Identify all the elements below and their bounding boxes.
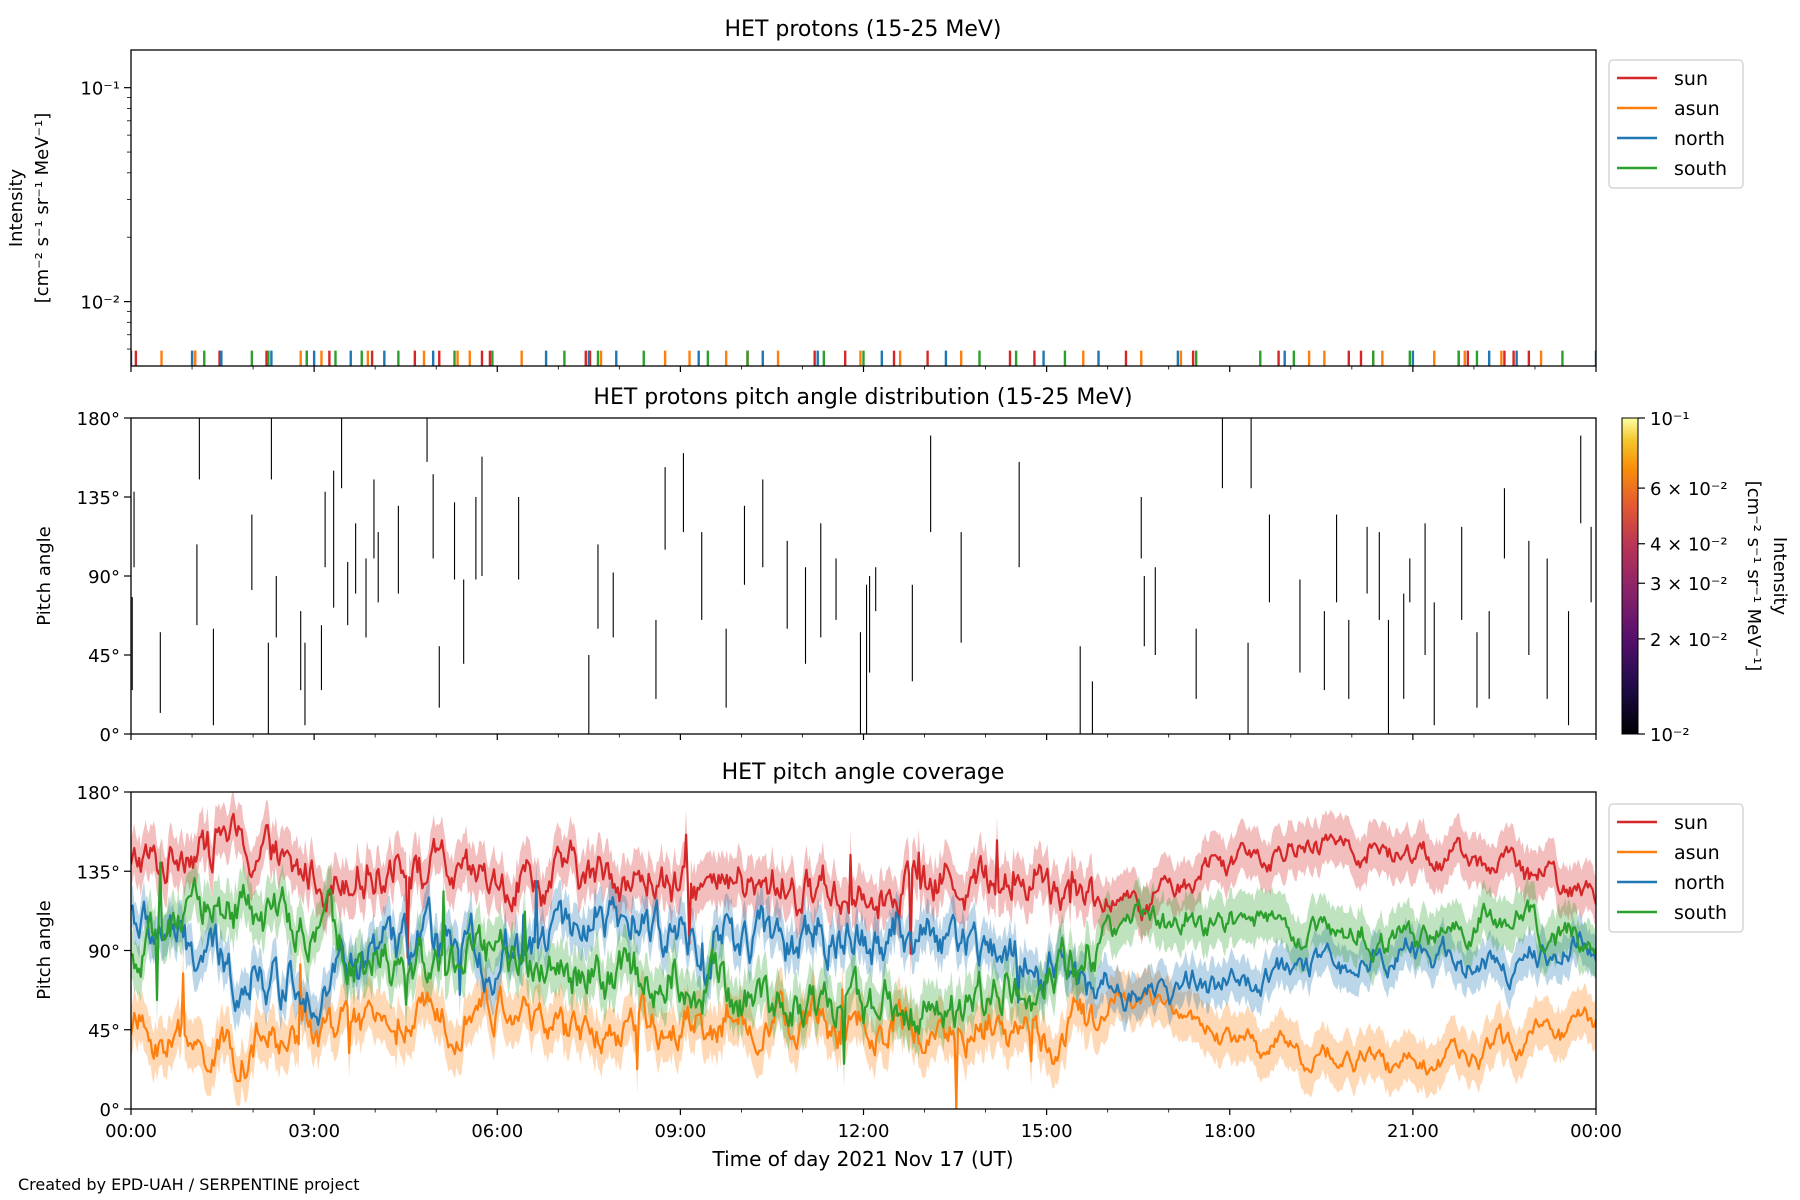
legend-label-sun: sun xyxy=(1674,68,1708,90)
legend-label-south: south xyxy=(1674,902,1727,924)
y-tick-label: 90° xyxy=(88,567,120,588)
panel-pitch-coverage: HET pitch angle coverage 0° 45° 90° 135° 180… xyxy=(34,760,1744,1171)
legend-label-north: north xyxy=(1674,872,1725,894)
panel2-title: HET protons pitch angle distribution (15… xyxy=(593,385,1132,410)
x-tick-label: 00:00 xyxy=(105,1121,157,1142)
panel1-ylabel-line2: [cm⁻² s⁻¹ sr⁻¹ MeV⁻¹] xyxy=(32,113,53,304)
legend-label-south: south xyxy=(1674,158,1727,180)
colorbar-tick-label: 2 × 10⁻² xyxy=(1650,630,1728,651)
colorbar-tick-label: 10⁻¹ xyxy=(1650,409,1690,430)
panel1-ylabel-line1: Intensity xyxy=(6,168,27,247)
colorbar xyxy=(1621,417,1639,735)
y-tick-label: 90° xyxy=(88,942,120,963)
x-tick-label: 18:00 xyxy=(1204,1121,1256,1142)
y-tick-label: 0° xyxy=(100,725,120,746)
footer-credit: Created by EPD-UAH / SERPENTINE project xyxy=(18,1175,360,1194)
x-tick-label: 03:00 xyxy=(288,1121,340,1142)
y-tick-label: 45° xyxy=(88,646,120,667)
panel2-frame xyxy=(130,417,1597,735)
y-tick-label: 135° xyxy=(77,488,120,509)
legend-box xyxy=(1608,803,1744,933)
panel1-legend: sun asun north south xyxy=(1608,59,1744,189)
y-tick-label: 180° xyxy=(77,783,120,804)
colorbar-tick-label: 4 × 10⁻² xyxy=(1650,535,1728,556)
panel3-ylabel: Pitch angle xyxy=(34,900,55,999)
coverage-band-south xyxy=(131,837,1596,1089)
panel1-title: HET protons (15-25 MeV) xyxy=(725,17,1002,42)
x-axis-label: Time of day 2021 Nov 17 (UT) xyxy=(712,1147,1014,1171)
legend-label-north: north xyxy=(1674,128,1725,150)
legend-label-sun: sun xyxy=(1674,812,1708,834)
x-tick-label: 12:00 xyxy=(838,1121,890,1142)
y-tick-label: 45° xyxy=(88,1021,120,1042)
colorbar-tick-label: 6 × 10⁻² xyxy=(1650,479,1728,500)
legend-label-asun: asun xyxy=(1674,842,1720,864)
y-tick-label: 10⁻² xyxy=(80,293,120,314)
panel-pitch-distribution: HET protons pitch angle distribution (15… xyxy=(34,385,1790,746)
x-tick-label: 21:00 xyxy=(1387,1121,1439,1142)
coverage-line-south xyxy=(131,861,1596,1065)
y-tick-label: 10⁻¹ xyxy=(80,79,120,100)
colorbar-label-line2: [cm⁻² s⁻¹ sr⁻¹ MeV⁻¹] xyxy=(1743,481,1764,672)
colorbar-tick-label: 10⁻² xyxy=(1650,725,1690,746)
panel-intensity: HET protons (15-25 MeV) 10⁻¹ 10⁻² Intensi… xyxy=(6,17,1744,372)
x-tick-label: 06:00 xyxy=(471,1121,523,1142)
colorbar-label-line1: Intensity xyxy=(1769,537,1790,616)
y-tick-label: 0° xyxy=(100,1100,120,1121)
panel3-legend: sun asun north south xyxy=(1608,803,1744,933)
panel2-ylabel: Pitch angle xyxy=(34,526,55,625)
panel3-title: HET pitch angle coverage xyxy=(722,760,1005,785)
coverage-line-sun xyxy=(131,812,1596,959)
x-tick-label: 09:00 xyxy=(654,1121,706,1142)
y-tick-label: 180° xyxy=(77,409,120,430)
colorbar-tick-label: 3 × 10⁻² xyxy=(1650,574,1728,595)
x-tick-label: 15:00 xyxy=(1021,1121,1073,1142)
y-tick-label: 135° xyxy=(77,862,120,883)
legend-box xyxy=(1608,59,1744,189)
x-tick-label: 00:00 xyxy=(1570,1121,1622,1142)
coverage-band-sun xyxy=(131,792,1596,983)
legend-label-asun: asun xyxy=(1674,98,1720,120)
panel1-frame xyxy=(130,49,1597,367)
